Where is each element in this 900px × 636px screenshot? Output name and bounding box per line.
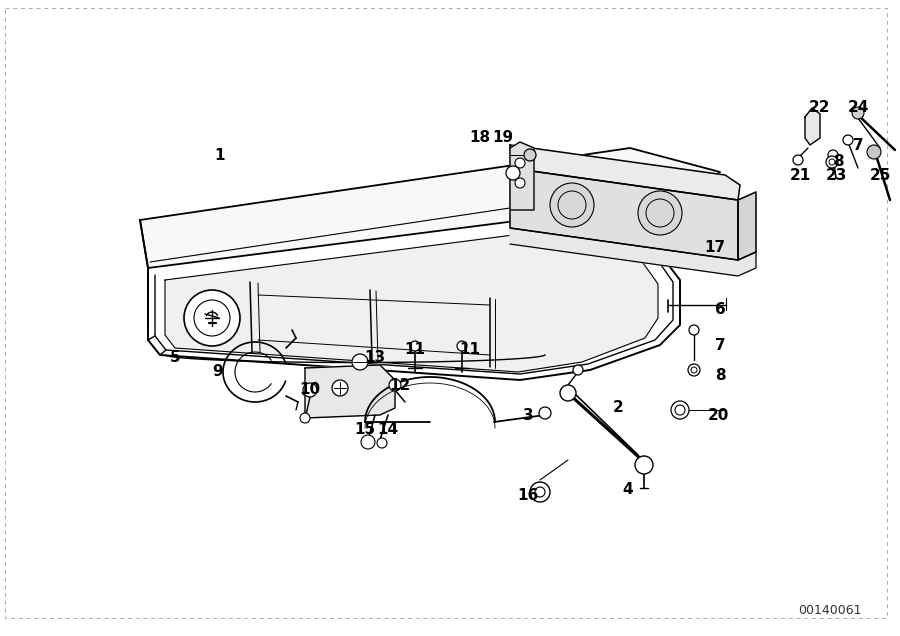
Circle shape xyxy=(524,149,536,161)
Circle shape xyxy=(515,178,525,188)
Text: 23: 23 xyxy=(825,167,847,183)
Text: 20: 20 xyxy=(707,408,729,422)
Text: 17: 17 xyxy=(705,240,725,256)
Circle shape xyxy=(852,107,864,119)
Text: 15: 15 xyxy=(355,422,375,438)
Text: 1: 1 xyxy=(215,148,225,163)
Circle shape xyxy=(530,482,550,502)
Circle shape xyxy=(826,156,838,168)
Circle shape xyxy=(389,379,401,391)
Text: 8: 8 xyxy=(832,155,843,170)
Circle shape xyxy=(300,413,310,423)
Circle shape xyxy=(867,145,881,159)
Circle shape xyxy=(828,150,838,160)
Text: 7: 7 xyxy=(715,338,725,352)
Circle shape xyxy=(332,380,348,396)
Text: 00140061: 00140061 xyxy=(798,604,862,616)
Circle shape xyxy=(560,385,576,401)
Circle shape xyxy=(689,325,699,335)
Text: 24: 24 xyxy=(847,100,868,116)
Text: 7: 7 xyxy=(852,137,863,153)
Circle shape xyxy=(793,155,803,165)
Text: 6: 6 xyxy=(715,303,725,317)
Text: 2: 2 xyxy=(613,401,624,415)
Circle shape xyxy=(635,456,653,474)
Polygon shape xyxy=(305,365,395,418)
Text: 12: 12 xyxy=(390,378,410,392)
Polygon shape xyxy=(805,108,820,145)
Circle shape xyxy=(506,166,520,180)
Text: 3: 3 xyxy=(523,408,534,422)
Circle shape xyxy=(352,354,368,370)
Circle shape xyxy=(377,438,387,448)
Text: 13: 13 xyxy=(364,350,385,366)
Circle shape xyxy=(515,158,525,168)
Circle shape xyxy=(361,435,375,449)
Text: 25: 25 xyxy=(869,167,891,183)
Text: 4: 4 xyxy=(623,483,634,497)
Text: 22: 22 xyxy=(809,100,831,116)
Circle shape xyxy=(688,364,700,376)
Polygon shape xyxy=(510,168,738,260)
Circle shape xyxy=(457,341,467,351)
Text: 10: 10 xyxy=(300,382,320,398)
Text: 8: 8 xyxy=(715,368,725,382)
Text: 19: 19 xyxy=(492,130,514,146)
Text: 5: 5 xyxy=(170,350,180,364)
Polygon shape xyxy=(510,145,740,200)
Polygon shape xyxy=(165,222,658,372)
Text: 9: 9 xyxy=(212,364,223,380)
Polygon shape xyxy=(140,148,720,268)
Circle shape xyxy=(843,135,853,145)
Text: 11: 11 xyxy=(404,343,426,357)
Circle shape xyxy=(539,407,551,419)
Circle shape xyxy=(184,290,240,346)
Text: 21: 21 xyxy=(789,167,811,183)
Text: 16: 16 xyxy=(518,488,538,504)
Circle shape xyxy=(573,365,583,375)
Circle shape xyxy=(303,383,317,397)
Circle shape xyxy=(671,401,689,419)
Polygon shape xyxy=(510,228,756,276)
Circle shape xyxy=(410,341,420,351)
Circle shape xyxy=(550,183,594,227)
Circle shape xyxy=(638,191,682,235)
Text: 14: 14 xyxy=(377,422,399,438)
Polygon shape xyxy=(738,192,756,260)
Text: 18: 18 xyxy=(470,130,490,146)
Text: 11: 11 xyxy=(460,343,481,357)
Polygon shape xyxy=(510,142,534,210)
